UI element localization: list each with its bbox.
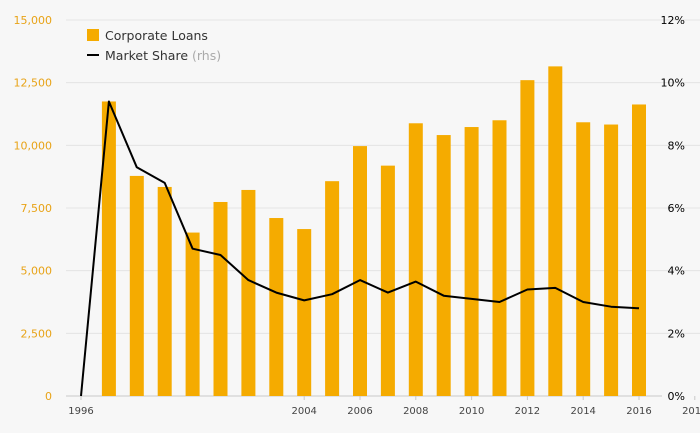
x-axis-tick-label: 2004	[291, 406, 316, 417]
right-axis-tick-label: 10%	[661, 77, 685, 90]
left-axis-tick-label: 15,000	[14, 14, 53, 27]
left-axis-tick-label: 12,500	[14, 77, 53, 90]
bar-corporate-loans	[492, 120, 507, 397]
bar-corporate-loans	[101, 101, 116, 396]
legend-label-corporate-loans: Corporate Loans	[105, 28, 208, 43]
x-axis-tick-label: 2016	[626, 406, 651, 417]
bar-corporate-loans	[129, 175, 144, 396]
legend-label-market-share: Market Share (rhs)	[105, 48, 221, 63]
right-axis-tick-label: 0%	[668, 390, 685, 403]
bar-corporate-loans	[213, 201, 228, 396]
bar-corporate-loans	[380, 165, 395, 396]
left-axis-tick-label: 0	[45, 390, 52, 403]
left-axis-tick-label: 2,500	[21, 327, 53, 340]
x-axis-tick-label: 2012	[515, 406, 540, 417]
x-axis-tick-label: 2014	[570, 406, 595, 417]
left-axis-tick-label: 10,000	[14, 139, 53, 152]
x-axis-tick-label: 2018	[682, 406, 700, 417]
bar-corporate-loans	[576, 122, 591, 396]
bar-corporate-loans	[353, 146, 367, 396]
left-axis-tick-label: 5,000	[21, 265, 53, 278]
bar-corporate-loans	[325, 181, 340, 396]
bar-corporate-loans	[297, 229, 312, 396]
bar-corporate-loans	[632, 104, 646, 396]
bar-corporate-loans	[436, 135, 451, 396]
bar-corporate-loans	[604, 124, 619, 396]
right-axis-tick-label: 2%	[668, 327, 685, 340]
x-axis-tick-label: 2006	[347, 406, 372, 417]
x-axis-tick-label: 2010	[459, 406, 484, 417]
right-axis-tick-label: 12%	[661, 14, 685, 27]
x-axis-tick-label: 1996	[68, 406, 93, 417]
left-axis-tick-label: 7,500	[21, 202, 53, 215]
bar-corporate-loans	[520, 80, 535, 396]
bar-corporate-loans	[269, 218, 284, 396]
right-axis-tick-label: 6%	[668, 202, 685, 215]
bar-corporate-loans	[185, 232, 200, 396]
bar-corporate-loans	[408, 123, 423, 397]
bar-corporate-loans	[464, 127, 479, 396]
legend-swatch-corporate-loans	[87, 29, 99, 41]
right-axis-tick-label: 8%	[668, 139, 685, 152]
bar-corporate-loans	[157, 186, 172, 396]
bar-corporate-loans	[548, 66, 563, 396]
legend-label-rhs-suffix: (rhs)	[192, 48, 221, 63]
right-axis-tick-label: 4%	[668, 265, 685, 278]
x-axis-tick-label: 2008	[403, 406, 428, 417]
line-market-share	[80, 100, 640, 397]
bar-corporate-loans	[241, 189, 256, 396]
